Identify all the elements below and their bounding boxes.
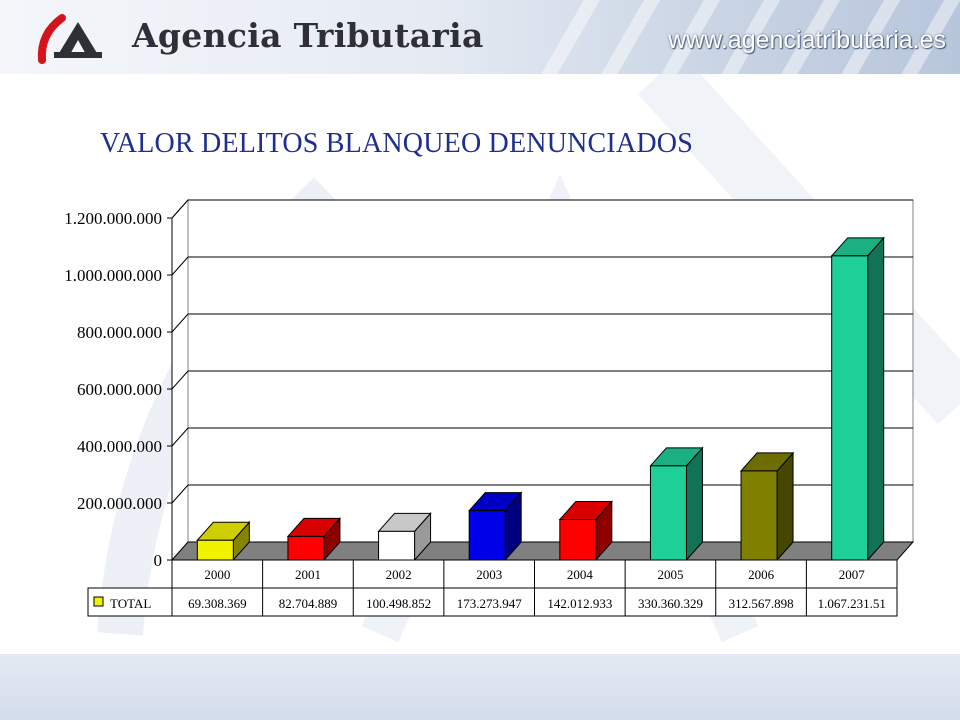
gridline-side — [171, 427, 189, 447]
x-category-label: 2002 — [386, 567, 412, 582]
data-table: 2000 2001 2002 2003 2004 2005 2006 2007 69.308.3… — [87, 559, 898, 617]
footer-band — [0, 654, 960, 720]
gridline-side — [171, 199, 189, 219]
bar-2002 — [377, 512, 432, 562]
legend-label: TOTAL — [110, 596, 151, 611]
agencia-tributaria-logo-icon — [37, 14, 102, 64]
y-tick-label: 200.000.000 — [77, 494, 162, 513]
value-label: 330.360.329 — [638, 596, 703, 611]
value-label: 142.012.933 — [547, 596, 612, 611]
floor-surface — [170, 541, 915, 561]
value-label: 312.567.898 — [729, 596, 794, 611]
x-category-label: 2005 — [657, 567, 683, 582]
gridline-side — [171, 256, 189, 276]
x-category-label: 2004 — [567, 567, 594, 582]
bar-2006 — [739, 451, 795, 562]
bar-side — [867, 236, 885, 562]
bar-side — [685, 446, 703, 562]
chart-title: VALOR DELITOS BLANQUEO DENUNCIADOS — [100, 128, 693, 159]
y-tick-label: 800.000.000 — [77, 323, 162, 342]
bar-front — [196, 539, 234, 561]
website-url[interactable]: www.agenciatributaria.es — [668, 26, 946, 54]
bar-front — [740, 470, 778, 561]
y-tick-label: 1.200.000.000 — [64, 209, 162, 228]
bar-front — [559, 519, 597, 561]
value-label: 69.308.369 — [188, 596, 247, 611]
value-label: 82.704.889 — [279, 596, 338, 611]
y-tick-label: 400.000.000 — [77, 437, 162, 456]
y-axis-ticks: 0 200.000.000 400.000.000 600.000.000 800.00… — [64, 209, 173, 570]
bar-front — [831, 255, 869, 561]
bars — [196, 236, 885, 562]
gridline-side — [171, 370, 189, 390]
bar-2005 — [649, 446, 704, 562]
bar-chart: 0 200.000.000 400.000.000 600.000.000 800.00… — [64, 198, 915, 617]
x-category-label: 2000 — [204, 567, 230, 582]
bar-front — [378, 530, 416, 561]
chart-floor — [170, 541, 915, 561]
gridline-side — [171, 484, 189, 504]
value-label: 173.273.947 — [457, 596, 523, 611]
x-category-label: 2006 — [748, 567, 775, 582]
plot-area — [171, 198, 914, 562]
bar-2001 — [286, 517, 342, 562]
x-category-label: 2007 — [839, 567, 866, 582]
value-label: 1.067.231.51 — [818, 596, 886, 611]
value-row — [87, 587, 898, 617]
bar-2004 — [558, 500, 613, 562]
gridline-side — [171, 313, 189, 333]
x-category-label: 2003 — [476, 567, 502, 582]
bar-2003 — [468, 491, 523, 562]
value-label: 100.498.852 — [366, 596, 431, 611]
bar-side — [776, 451, 794, 562]
brand-name: Agencia Tributaria — [132, 16, 484, 55]
bar-front — [468, 510, 506, 561]
y-tick-label: 1.000.000.000 — [64, 266, 162, 285]
bar-front — [649, 465, 687, 561]
bar-2007 — [830, 236, 885, 562]
y-tick-label: 600.000.000 — [77, 380, 162, 399]
y-tick-label: 0 — [154, 551, 163, 570]
header-bar: Agencia Tributaria www.agenciatributaria… — [0, 0, 960, 74]
x-category-label: 2001 — [295, 567, 321, 582]
header-decoration — [540, 0, 960, 74]
legend-swatch — [93, 596, 104, 607]
bar-front — [287, 535, 325, 561]
